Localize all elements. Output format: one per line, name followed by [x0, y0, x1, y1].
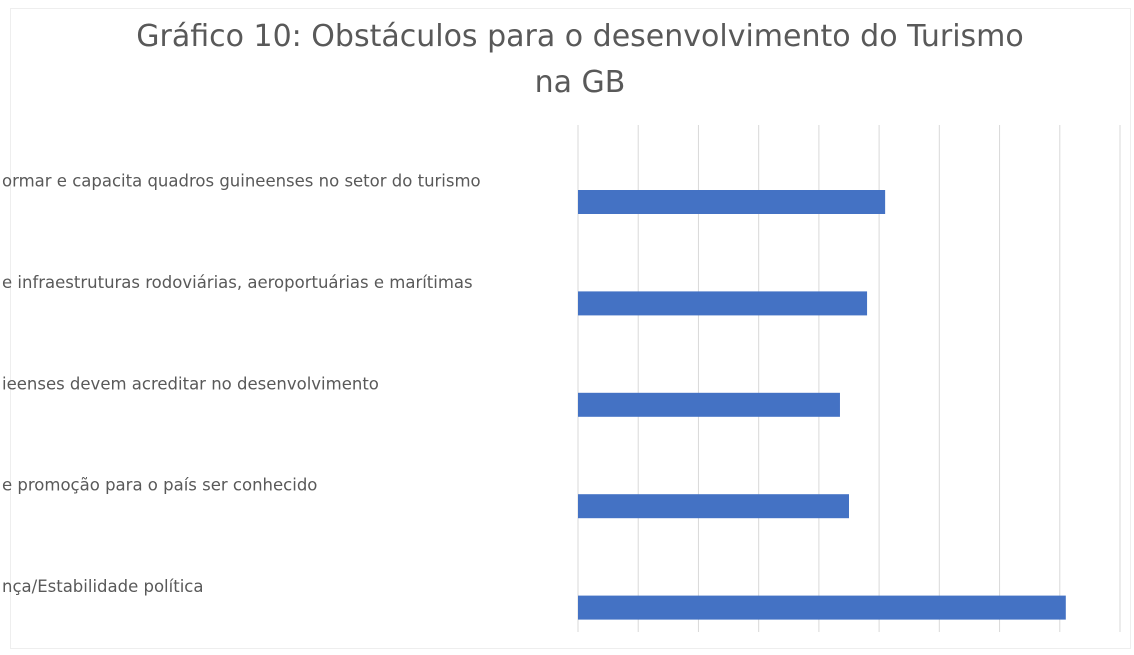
chart-frame: [10, 8, 1131, 649]
category-label: ormar e capacita quadros guineenses no s…: [2, 172, 481, 191]
category-label: e promoção para o país ser conhecido: [2, 476, 317, 495]
bar: [578, 190, 886, 214]
bar: [578, 595, 1066, 620]
bar: [578, 494, 849, 519]
category-label: e infraestruturas rodoviárias, aeroportu…: [2, 273, 473, 292]
category-label: nça/Estabilidade política: [2, 577, 203, 596]
bar: [578, 392, 840, 417]
category-label: ieenses devem acreditar no desenvolvimen…: [2, 374, 379, 393]
bar: [578, 291, 868, 316]
chart-title: Gráfico 10: Obstáculos para o desenvolvi…: [136, 19, 1024, 100]
